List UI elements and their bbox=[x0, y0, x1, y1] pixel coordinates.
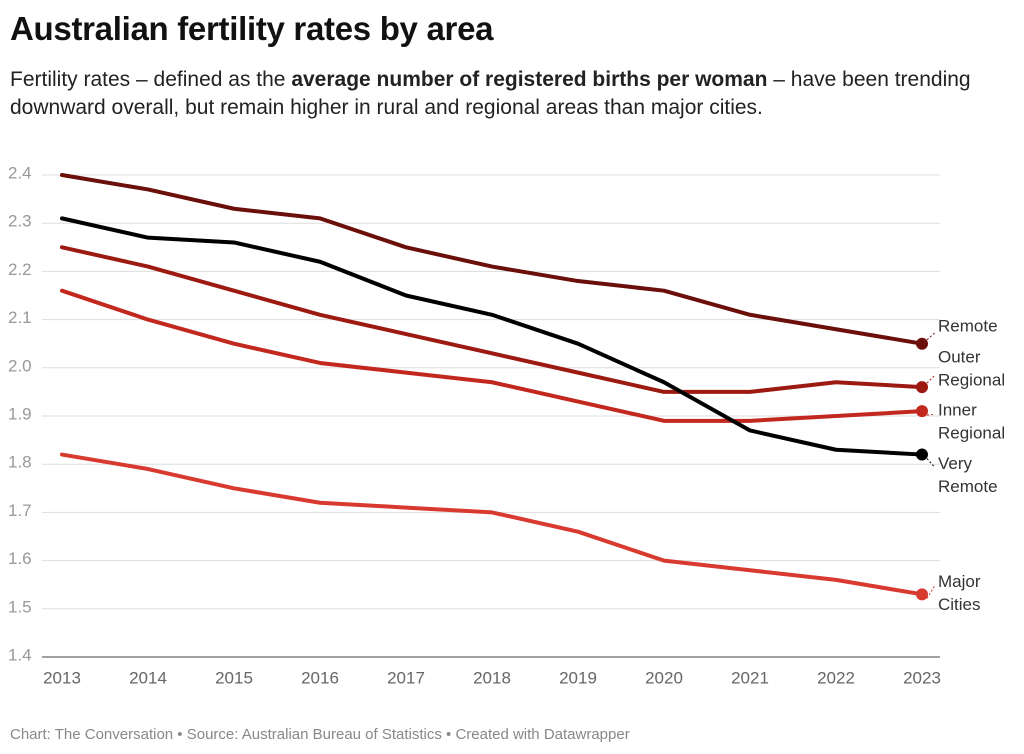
y-tick-label: 2.3 bbox=[8, 212, 32, 231]
y-tick-label: 1.7 bbox=[8, 501, 32, 520]
end-point bbox=[916, 448, 928, 461]
y-tick-label: 1.9 bbox=[8, 404, 32, 423]
y-tick-label: 2.2 bbox=[8, 260, 32, 279]
y-tick-label: 1.4 bbox=[8, 645, 32, 664]
series-line bbox=[60, 173, 924, 346]
chart-title: Australian fertility rates by area bbox=[10, 10, 494, 47]
end-point bbox=[916, 337, 928, 350]
y-tick-label: 2.0 bbox=[8, 356, 32, 375]
series-line bbox=[60, 452, 924, 597]
series-label: Very Remote bbox=[938, 455, 998, 497]
x-tick-label: 2021 bbox=[731, 668, 769, 687]
subtitle-part: Fertility rates – defined as the bbox=[10, 68, 292, 91]
chart-footer: Chart: The Conversation • Source: Austra… bbox=[10, 726, 630, 743]
label-connector bbox=[926, 413, 936, 416]
chart-subtitle: Fertility rates – defined as the average… bbox=[10, 66, 980, 122]
x-tick-label: 2016 bbox=[301, 668, 339, 687]
y-tick-label: 2.4 bbox=[8, 163, 32, 182]
x-tick-label: 2020 bbox=[645, 668, 683, 687]
end-point bbox=[916, 405, 928, 418]
series-label: Outer Regional bbox=[938, 348, 1005, 390]
label-connector bbox=[926, 332, 936, 341]
x-tick-label: 2018 bbox=[473, 668, 511, 687]
x-tick-label: 2023 bbox=[903, 668, 941, 687]
y-tick-label: 1.6 bbox=[8, 549, 32, 568]
subtitle-part: – have been trending downward overall, b… bbox=[10, 68, 971, 119]
label-connector bbox=[926, 585, 936, 599]
series-line bbox=[60, 245, 924, 394]
x-tick-label: 2014 bbox=[129, 668, 167, 687]
end-point bbox=[916, 381, 928, 394]
y-tick-label: 1.5 bbox=[8, 597, 32, 616]
label-connector bbox=[926, 374, 936, 384]
x-tick-label: 2022 bbox=[817, 668, 855, 687]
x-tick-label: 2015 bbox=[215, 668, 253, 687]
label-connector bbox=[926, 458, 936, 468]
subtitle-bold: average number of registered births per … bbox=[291, 68, 768, 91]
end-point bbox=[916, 588, 928, 601]
x-tick-label: 2019 bbox=[559, 668, 597, 687]
y-tick-label: 1.8 bbox=[8, 453, 32, 472]
x-tick-label: 2017 bbox=[387, 668, 425, 687]
series-label: Major Cities bbox=[938, 572, 985, 614]
x-tick-label: 2013 bbox=[43, 668, 81, 687]
series-label: Remote bbox=[938, 317, 998, 336]
series-line bbox=[60, 216, 924, 457]
series-line bbox=[60, 288, 924, 423]
series-label: Inner Regional bbox=[938, 401, 1005, 443]
y-tick-label: 2.1 bbox=[8, 308, 32, 327]
